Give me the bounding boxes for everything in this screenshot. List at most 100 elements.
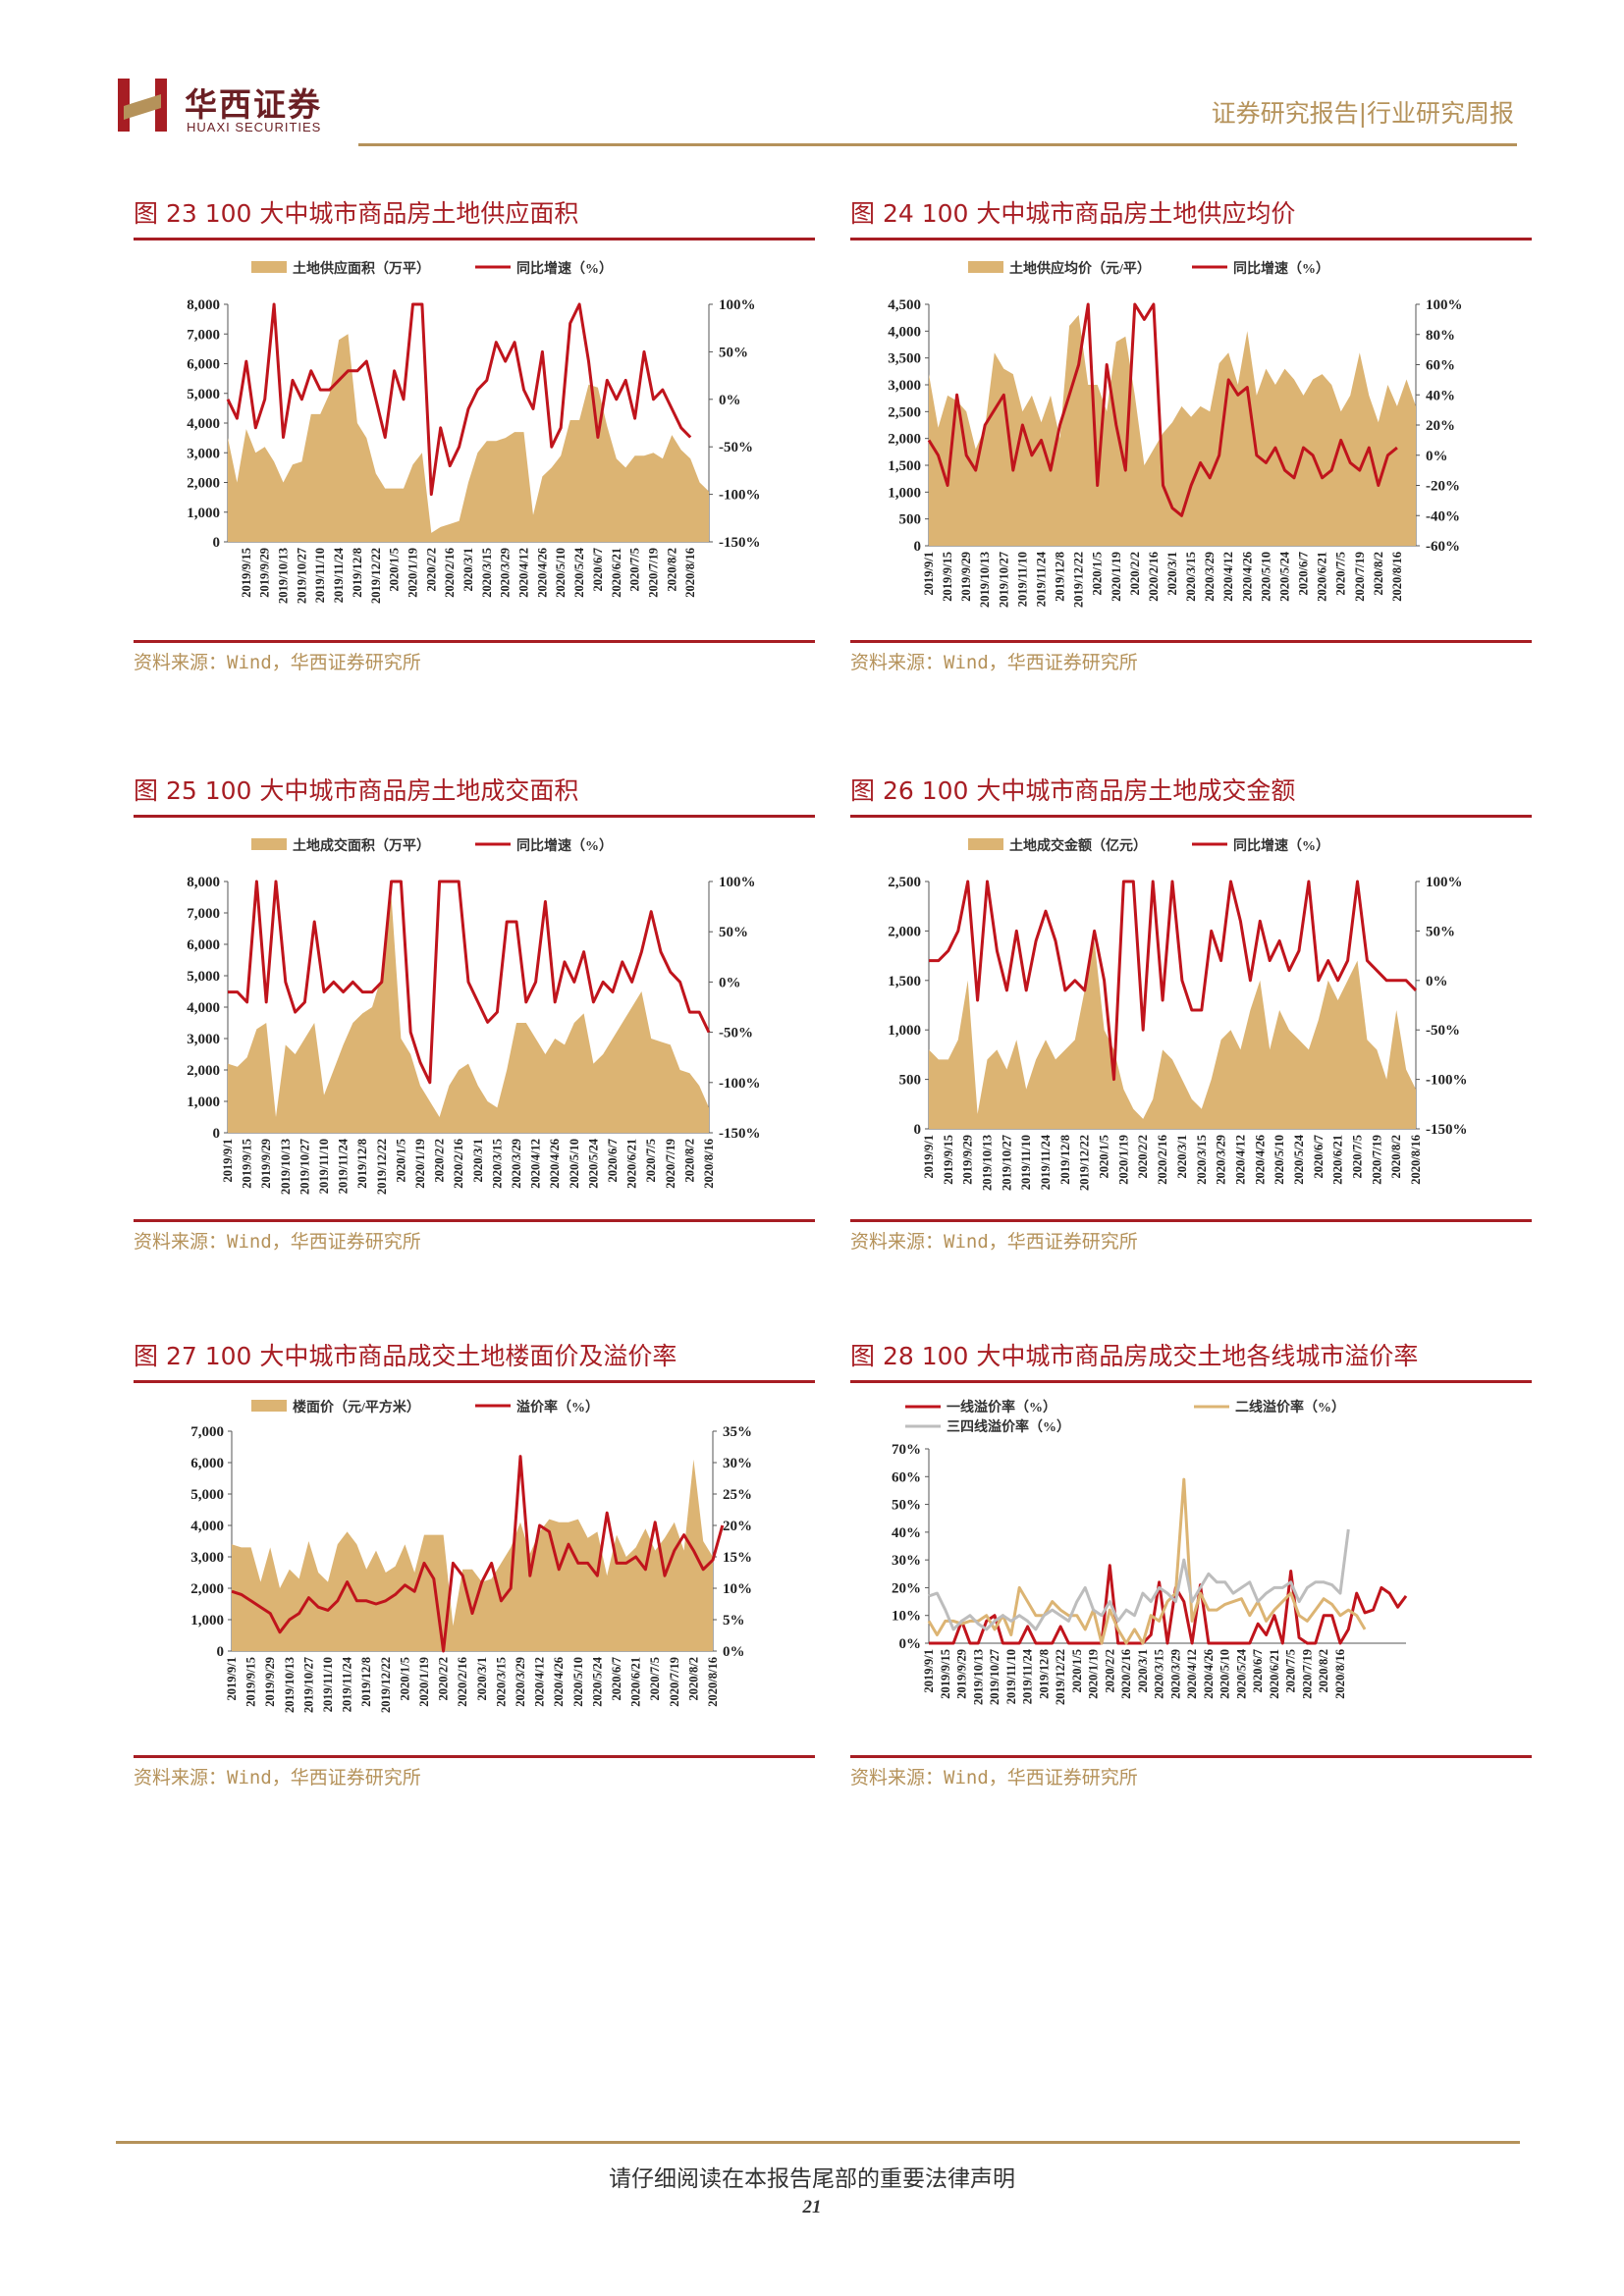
x-tick-label: 2020/5/24 bbox=[590, 1656, 604, 1706]
x-tick-label: 2020/2/2 bbox=[1128, 552, 1142, 595]
x-tick-label-group: 2019/12/22 bbox=[375, 1139, 389, 1195]
x-tick-label: 2019/11/10 bbox=[1019, 1135, 1033, 1190]
x-tick-label-group: 2019/9/15 bbox=[244, 1657, 258, 1707]
x-tick-label-group: 2019/12/8 bbox=[351, 548, 364, 598]
x-tick-label: 2019/12/22 bbox=[379, 1657, 393, 1713]
x-tick-label-group: 2020/7/19 bbox=[1370, 1135, 1383, 1185]
x-tick-label-group: 2019/10/27 bbox=[298, 1139, 311, 1195]
legend-label: 二线溢价率（%） bbox=[1235, 1399, 1345, 1415]
legend-swatch bbox=[251, 838, 287, 850]
y2-tick-label: 0% bbox=[1426, 449, 1448, 464]
x-tick-label-group: 2020/4/26 bbox=[1240, 552, 1254, 602]
x-tick-label: 2019/10/27 bbox=[298, 1139, 311, 1195]
x-tick-label: 2019/9/15 bbox=[939, 1649, 952, 1699]
x-tick-label: 2020/5/24 bbox=[586, 1138, 600, 1188]
x-tick-label-group: 2019/9/1 bbox=[221, 1139, 235, 1182]
x-tick-label: 2020/2/16 bbox=[452, 1139, 465, 1189]
x-tick-label: 2019/11/10 bbox=[317, 1139, 331, 1194]
x-tick-label-group: 2020/6/21 bbox=[625, 1139, 639, 1189]
figure-title: 图 27 100 大中城市商品成交土地楼面价及溢价率 bbox=[134, 1342, 677, 1370]
legend-label: 同比增速（%） bbox=[516, 260, 613, 277]
x-tick-label-group: 2020/5/24 bbox=[1234, 1648, 1248, 1698]
x-tick-label-group: 2020/3/15 bbox=[1195, 1135, 1209, 1185]
x-tick-label: 2020/3/29 bbox=[510, 1139, 523, 1189]
x-tick-label-group: 2019/11/10 bbox=[1004, 1649, 1018, 1704]
figure-rule-top bbox=[850, 1380, 1532, 1383]
x-tick-label-group: 2020/6/21 bbox=[1331, 1135, 1345, 1185]
x-tick-label: 2020/2/2 bbox=[1103, 1649, 1116, 1692]
x-tick-label: 2019/12/8 bbox=[359, 1657, 373, 1707]
x-tick-label: 2020/3/1 bbox=[471, 1139, 485, 1182]
x-tick-label-group: 2019/10/27 bbox=[295, 548, 308, 604]
x-tick-label: 2020/4/26 bbox=[552, 1657, 566, 1707]
x-tick-label: 2020/2/2 bbox=[1136, 1135, 1150, 1178]
x-tick-label-group: 2020/4/26 bbox=[1202, 1649, 1216, 1699]
x-tick-label: 2020/7/19 bbox=[1300, 1649, 1314, 1699]
y-tick-label: 0 bbox=[217, 1644, 225, 1660]
x-tick-label-group: 2020/8/2 bbox=[682, 1139, 696, 1182]
x-tick-label-group: 2020/4/12 bbox=[1233, 1135, 1247, 1185]
x-tick-label: 2020/6/7 bbox=[1251, 1649, 1265, 1692]
x-tick-label-group: 2019/9/15 bbox=[939, 1649, 952, 1699]
x-tick-label: 2020/1/5 bbox=[1091, 552, 1105, 595]
figure-rule-top bbox=[850, 238, 1532, 240]
x-tick-label-group: 2020/2/16 bbox=[1147, 552, 1161, 602]
x-tick-label: 2020/7/19 bbox=[1353, 552, 1367, 602]
legend-label: 溢价率（%） bbox=[516, 1399, 599, 1415]
figure-rule-bottom bbox=[850, 1219, 1532, 1222]
x-tick-label: 2020/7/5 bbox=[648, 1657, 662, 1700]
y2-tick-label: 60% bbox=[1426, 358, 1455, 374]
x-tick-label: 2020/1/19 bbox=[413, 1139, 427, 1189]
x-tick-label: 2019/12/8 bbox=[355, 1139, 369, 1189]
x-tick-label-group: 2020/1/19 bbox=[1087, 1649, 1101, 1699]
x-tick-label: 2020/3/29 bbox=[499, 548, 513, 598]
x-tick-label: 2020/2/16 bbox=[1119, 1649, 1133, 1699]
x-tick-label-group: 2020/1/19 bbox=[406, 548, 419, 598]
series-area bbox=[232, 1459, 713, 1651]
legend-label: 楼面价（元/平方米） bbox=[293, 1399, 420, 1415]
x-tick-label-group: 2020/5/24 bbox=[590, 1656, 604, 1706]
x-tick-label-group: 2020/7/19 bbox=[646, 548, 660, 598]
x-tick-label-group: 2020/2/2 bbox=[437, 1657, 451, 1700]
x-tick-label-group: 2020/7/5 bbox=[644, 1139, 658, 1182]
x-tick-label-group: 2020/1/19 bbox=[417, 1657, 431, 1707]
x-tick-label: 2020/4/12 bbox=[1185, 1649, 1199, 1699]
x-tick-label-group: 2019/10/13 bbox=[971, 1649, 985, 1705]
series-line bbox=[929, 1564, 1408, 1645]
y-tick-label: 6,000 bbox=[187, 357, 220, 373]
figure-source: 资料来源：Wind，华西证券研究所 bbox=[850, 1231, 1138, 1253]
y-tick-label: 8,000 bbox=[187, 297, 220, 313]
y-tick-label: 7,000 bbox=[187, 327, 220, 343]
y2-tick-label: -20% bbox=[1426, 479, 1460, 495]
x-tick-label-group: 2020/2/2 bbox=[433, 1139, 447, 1182]
x-tick-label-group: 2019/12/8 bbox=[359, 1657, 373, 1707]
x-tick-label: 2020/1/5 bbox=[1098, 1135, 1111, 1178]
series-area bbox=[929, 314, 1416, 546]
y2-tick-label: 50% bbox=[719, 925, 748, 940]
x-tick-label-group: 2019/11/24 bbox=[1034, 551, 1048, 607]
x-tick-label: 2020/2/16 bbox=[456, 1657, 469, 1707]
y2-tick-label: 50% bbox=[1426, 924, 1455, 939]
x-tick-label-group: 2020/5/10 bbox=[568, 1139, 581, 1189]
legend-swatch bbox=[968, 838, 1003, 850]
x-tick-label: 2020/3/1 bbox=[461, 548, 475, 591]
legend-swatch bbox=[251, 1400, 287, 1412]
x-tick-label-group: 2019/11/10 bbox=[1019, 1135, 1033, 1190]
x-tick-label-group: 2020/5/24 bbox=[1292, 1134, 1306, 1184]
x-tick-label-group: 2019/11/24 bbox=[332, 547, 346, 603]
x-tick-label-group: 2020/1/5 bbox=[394, 1139, 407, 1182]
x-tick-label-group: 2019/11/10 bbox=[313, 548, 327, 603]
y-tick-label: 50% bbox=[892, 1498, 921, 1514]
x-tick-label-group: 2020/5/24 bbox=[586, 1138, 600, 1188]
chart-legend: 楼面价（元/平方米） 溢价率（%） bbox=[251, 1399, 599, 1415]
x-tick-label-group: 2020/6/7 bbox=[1312, 1135, 1326, 1178]
y2-tick-label: 35% bbox=[723, 1424, 752, 1440]
series-line bbox=[929, 880, 1418, 1082]
x-tick-label-group: 2019/12/22 bbox=[1072, 552, 1086, 608]
x-tick-label-group: 2019/11/10 bbox=[317, 1139, 331, 1194]
x-tick-label: 2020/2/2 bbox=[437, 1657, 451, 1700]
x-tick-label: 2020/3/15 bbox=[494, 1657, 508, 1707]
x-tick-label-group: 2020/8/2 bbox=[1317, 1649, 1330, 1692]
y-tick-label: 500 bbox=[899, 1073, 922, 1089]
x-tick-label: 2019/10/13 bbox=[971, 1649, 985, 1705]
